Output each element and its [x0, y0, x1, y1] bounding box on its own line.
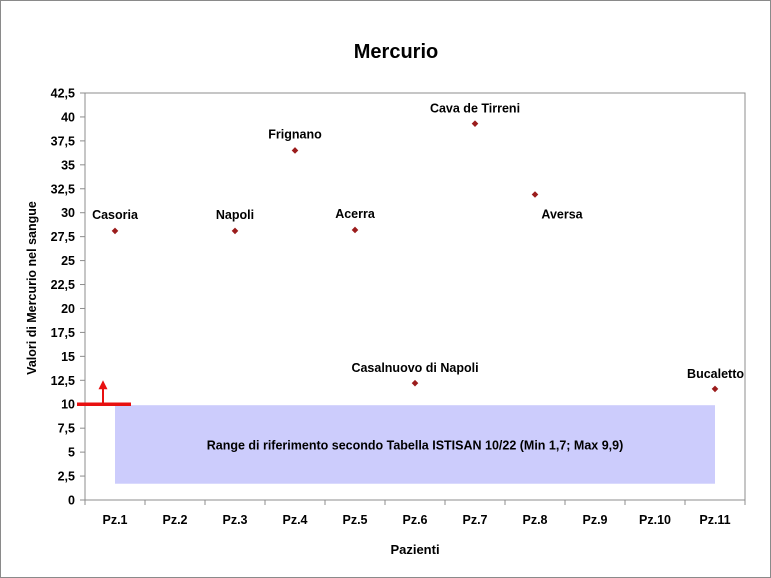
x-tick-label: Pz.11: [699, 513, 730, 527]
y-tick-label: 32,5: [51, 182, 75, 196]
data-label: Casoria: [92, 208, 139, 222]
x-tick-label: Pz.8: [522, 513, 547, 527]
data-point: [291, 147, 299, 154]
data-label: Aversa: [541, 208, 583, 222]
data-point: [351, 226, 359, 234]
data-point: [711, 385, 719, 393]
y-tick-label: 37,5: [51, 134, 75, 148]
x-axis-label: Pazienti: [390, 542, 439, 557]
y-tick-label: 25: [61, 254, 75, 268]
data-point: [471, 120, 479, 127]
y-tick-label: 40: [61, 110, 75, 124]
chart-title: Mercurio: [354, 41, 438, 63]
data-point: [111, 227, 119, 235]
x-tick-label: Pz.9: [582, 513, 607, 527]
y-tick-label: 35: [61, 158, 75, 172]
x-tick-label: Pz.7: [462, 513, 487, 527]
y-tick-label: 0: [68, 494, 75, 508]
threshold-arrow-head: [98, 380, 108, 390]
y-tick-label: 27,5: [51, 230, 75, 244]
data-point: [531, 191, 539, 198]
reference-range-band: [115, 405, 715, 484]
y-tick-label: 15: [61, 350, 75, 364]
x-tick-label: Pz.1: [102, 513, 127, 527]
x-tick-label: Pz.4: [282, 513, 307, 527]
data-label: Napoli: [216, 208, 254, 222]
data-point: [411, 379, 419, 387]
y-tick-label: 10: [61, 398, 75, 412]
data-point: [231, 227, 239, 235]
y-tick-label: 20: [61, 302, 75, 316]
y-tick-label: 5: [68, 446, 75, 460]
x-tick-label: Pz.2: [162, 513, 187, 527]
data-label: Cava de Tirreni: [430, 102, 520, 116]
reference-range-label: Range di riferimento secondo Tabella IST…: [207, 438, 624, 452]
plot-area: Range di riferimento secondo Tabella IST…: [51, 87, 746, 527]
y-axis-label: Valori di Mercurio nel sangue: [25, 201, 39, 375]
y-tick-label: 30: [61, 206, 75, 220]
x-tick-label: Pz.10: [639, 513, 671, 527]
y-tick-label: 42,5: [51, 87, 75, 101]
x-tick-label: Pz.3: [222, 513, 247, 527]
x-tick-label: Pz.6: [402, 513, 427, 527]
y-tick-label: 7,5: [58, 422, 75, 436]
data-label: Bucaletto: [687, 367, 744, 381]
data-label: Acerra: [335, 207, 376, 221]
y-tick-label: 12,5: [51, 374, 75, 388]
x-tick-label: Pz.5: [342, 513, 367, 527]
data-label: Casalnuovo di Napoli: [351, 361, 478, 375]
y-tick-label: 22,5: [51, 278, 75, 292]
data-label: Frignano: [268, 127, 322, 141]
y-tick-label: 2,5: [58, 470, 75, 484]
y-tick-label: 17,5: [51, 326, 75, 340]
